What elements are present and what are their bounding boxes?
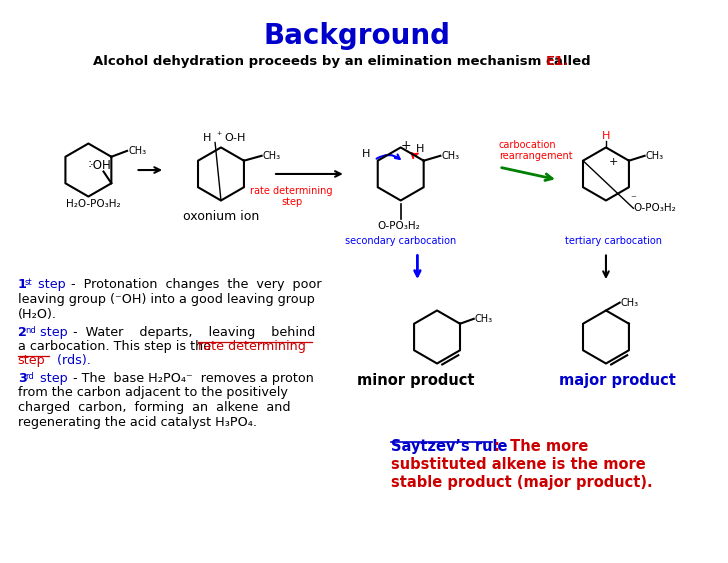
Text: H: H xyxy=(602,131,610,141)
Text: O-PO₃H₂: O-PO₃H₂ xyxy=(377,221,420,231)
Text: +: + xyxy=(609,157,619,167)
Text: step: step xyxy=(34,279,66,292)
Text: tertiary carbocation: tertiary carbocation xyxy=(566,236,662,245)
Text: H₂O-PO₃H₂: H₂O-PO₃H₂ xyxy=(66,199,121,209)
Text: from the carbon adjacent to the positively: from the carbon adjacent to the positive… xyxy=(17,386,288,400)
Text: step: step xyxy=(17,354,45,367)
Text: charged  carbon,  forming  an  alkene  and: charged carbon, forming an alkene and xyxy=(17,401,290,414)
Text: nd: nd xyxy=(25,325,36,334)
Text: H: H xyxy=(416,144,424,154)
Text: CH₃: CH₃ xyxy=(263,151,281,161)
FancyArrowPatch shape xyxy=(412,153,418,158)
Text: 3: 3 xyxy=(17,372,26,385)
Text: Background: Background xyxy=(264,23,451,51)
Text: CH₃: CH₃ xyxy=(441,151,459,161)
Text: ⁻: ⁻ xyxy=(630,194,636,204)
Text: Saytzev’s rule: Saytzev’s rule xyxy=(391,440,507,454)
Text: -  Water    departs,    leaving    behind: - Water departs, leaving behind xyxy=(68,325,315,338)
Text: a carbocation. This step is the: a carbocation. This step is the xyxy=(17,340,215,354)
Text: oxonium ion: oxonium ion xyxy=(183,209,259,223)
Text: rd: rd xyxy=(25,372,33,381)
Text: -  Protonation  changes  the  very  poor: - Protonation changes the very poor xyxy=(67,279,321,292)
Text: 1: 1 xyxy=(17,279,26,292)
Text: step: step xyxy=(36,325,68,338)
FancyArrowPatch shape xyxy=(376,154,400,159)
FancyArrowPatch shape xyxy=(502,168,552,181)
Text: :: : xyxy=(88,157,92,170)
Text: substituted alkene is the more: substituted alkene is the more xyxy=(391,457,646,472)
Text: E1.: E1. xyxy=(546,56,569,69)
Text: Alcohol dehydration proceeds by an elimination mechanism called: Alcohol dehydration proceeds by an elimi… xyxy=(93,56,596,69)
Text: rate determining: rate determining xyxy=(199,340,306,354)
Text: leaving group (⁻OH) into a good leaving group: leaving group (⁻OH) into a good leaving … xyxy=(17,293,314,306)
Text: CH₃: CH₃ xyxy=(621,298,639,307)
Text: secondary carbocation: secondary carbocation xyxy=(345,236,456,245)
Text: O-PO₃H₂: O-PO₃H₂ xyxy=(633,203,676,213)
Text: CH₃: CH₃ xyxy=(128,146,146,156)
Text: (rds).: (rds). xyxy=(53,354,91,367)
Text: ⁺: ⁺ xyxy=(216,131,221,141)
Text: CH₃: CH₃ xyxy=(475,314,493,324)
Text: H: H xyxy=(203,133,211,142)
Text: ·OH: ·OH xyxy=(90,159,111,172)
Text: regenerating the acid catalyst H₃PO₄.: regenerating the acid catalyst H₃PO₄. xyxy=(17,416,257,429)
Text: st: st xyxy=(25,279,33,288)
Text: stable product (major product).: stable product (major product). xyxy=(391,475,652,490)
Text: major product: major product xyxy=(559,373,676,388)
Text: - The  base H₂PO₄⁻  removes a proton: - The base H₂PO₄⁻ removes a proton xyxy=(68,372,314,385)
Text: step: step xyxy=(36,372,68,385)
Text: +: + xyxy=(400,139,411,152)
Text: minor product: minor product xyxy=(357,373,474,388)
Text: H: H xyxy=(362,149,371,159)
Text: O-H: O-H xyxy=(224,133,245,142)
Text: CH₃: CH₃ xyxy=(646,151,664,161)
Text: rate determining
step: rate determining step xyxy=(250,186,333,207)
Text: carbocation
rearrangement: carbocation rearrangement xyxy=(499,140,572,161)
Text: 2: 2 xyxy=(17,325,26,338)
Text: (H₂O).: (H₂O). xyxy=(17,308,57,321)
Text: :  The more: : The more xyxy=(494,440,588,454)
